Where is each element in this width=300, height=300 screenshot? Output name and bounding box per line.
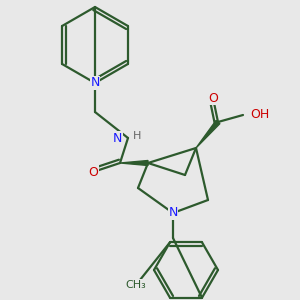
Text: OH: OH bbox=[250, 109, 269, 122]
Text: N: N bbox=[168, 206, 178, 220]
Polygon shape bbox=[120, 160, 148, 166]
Text: N: N bbox=[112, 131, 122, 145]
Text: H: H bbox=[133, 131, 141, 141]
Text: O: O bbox=[208, 92, 218, 104]
Text: CH₃: CH₃ bbox=[126, 280, 146, 290]
Text: O: O bbox=[88, 166, 98, 178]
Polygon shape bbox=[196, 120, 220, 148]
Text: N: N bbox=[90, 76, 100, 89]
